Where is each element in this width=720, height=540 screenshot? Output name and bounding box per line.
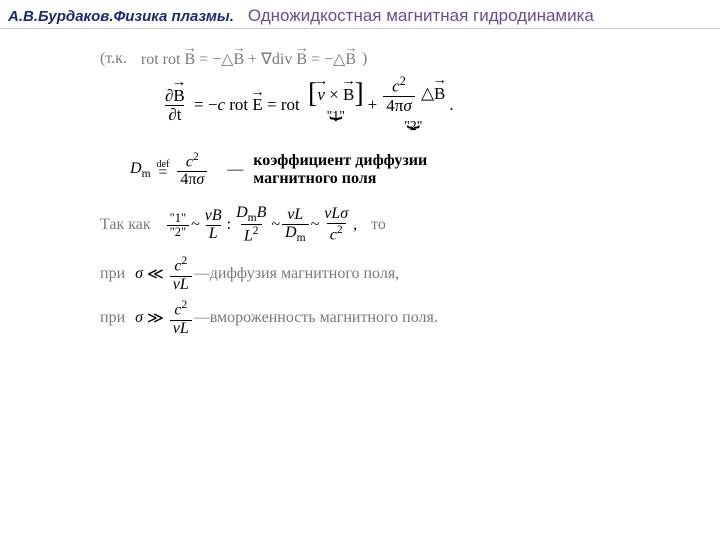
eq2-plus: + [368, 95, 378, 115]
slide-header: А.В.Бурдаков.Физика плазмы. Одножидкостн… [0, 0, 720, 29]
term-1: [v × B] ⏟ "1" [308, 85, 364, 126]
eq1-body: rot rot B = −△B + ∇div B = −△B [141, 49, 356, 69]
dm-desc: коэффициент диффузии магнитного поля [253, 152, 427, 189]
author-label: А.В.Бурдаков.Физика плазмы. [8, 8, 234, 25]
eq1-suffix: ) [362, 50, 367, 68]
term-2: c2 4πσ △B ⏟ "2" [381, 75, 445, 135]
ratio-estimate: Так как "1""2" ~ vB L : DmB L2 ~ vL Dm ~ [100, 205, 690, 245]
eq-rot-rot: (т.к. rot rot B = −△B + ∇div B = −△B ) [100, 49, 690, 69]
case-frozen: при σ ≫ c2 vL — вмороженность магнитного… [100, 299, 690, 337]
dm-definition: Dm def = c2 4πσ — коэффициент диффузии м… [130, 151, 690, 189]
def-equals: def = [157, 162, 170, 179]
case2-sep: — [194, 309, 210, 327]
case-diffusion: при σ ≪ c2 vL — диффузия магнитного поля… [100, 255, 690, 293]
dm-symbol: Dm [130, 160, 151, 180]
eq2-dot: . [449, 95, 453, 115]
ratio-intro: Так как [100, 216, 151, 234]
eq2-mid: = −c rot E = rot [190, 95, 304, 115]
eq-induction: ∂B ∂t = −c rot E = rot [v × B] ⏟ "1" + c… [160, 75, 690, 135]
slide-content: (т.к. rot rot B = −△B + ∇div B = −△B ) ∂… [0, 29, 720, 337]
case2-intro: при [100, 309, 125, 327]
dm-frac: c2 4πσ [177, 151, 207, 189]
case1-sep: — [194, 265, 210, 283]
case2-text: вмороженность магнитного поля. [210, 309, 438, 327]
eq2-lhs: ∂B ∂t [162, 87, 188, 124]
dm-sep: — [227, 161, 243, 179]
case1-intro: при [100, 265, 125, 283]
ratio-outro: то [371, 216, 386, 234]
eq1-prefix: (т.к. [100, 50, 127, 68]
topic-label: Одножидкостная магнитная гидродинамика [248, 6, 594, 26]
case1-text: диффузия магнитного поля, [210, 265, 399, 283]
